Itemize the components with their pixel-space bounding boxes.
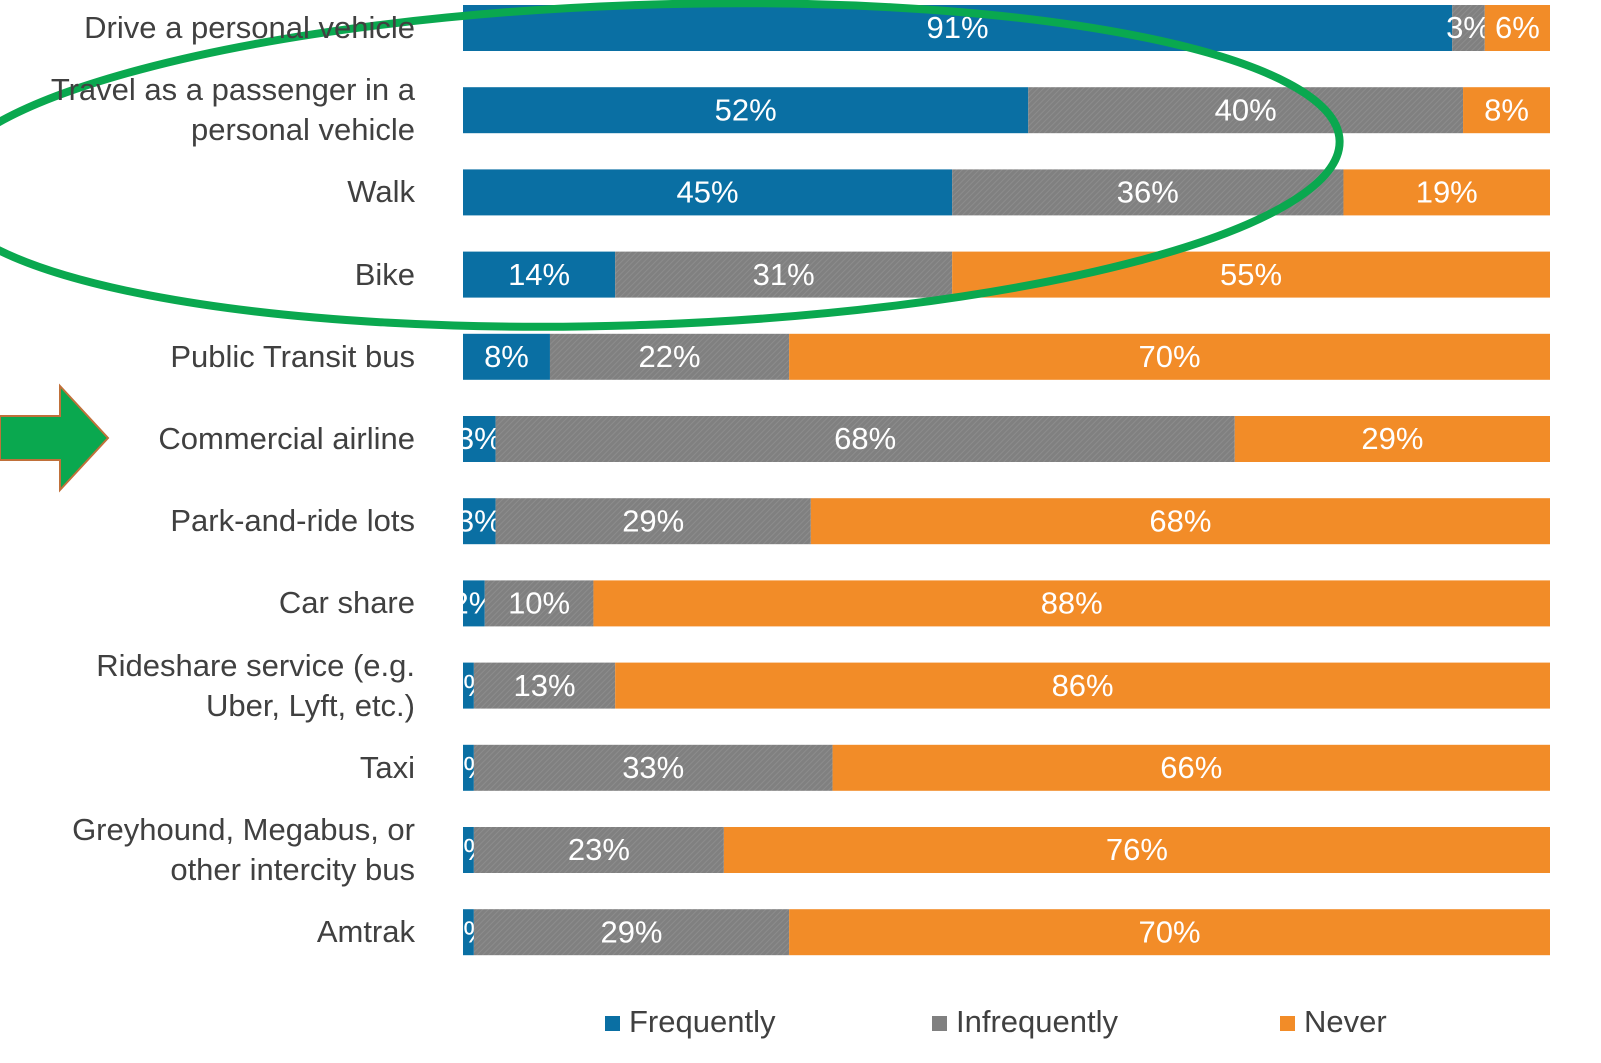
category-label: Public Transit bus (170, 338, 415, 374)
data-label: 68% (1149, 503, 1211, 538)
bar-segment (463, 169, 953, 216)
category-label: Rideshare service (e.g. Uber, Lyft, etc.… (96, 647, 415, 723)
bar-segment (463, 580, 485, 627)
bar-segment (1452, 5, 1485, 51)
data-label: 29% (600, 914, 662, 949)
bar-segment (463, 251, 616, 298)
data-label: 29% (622, 503, 684, 538)
bar-segment (789, 909, 1550, 956)
legend: Frequently Infrequently Never (605, 1004, 1387, 1039)
data-label: 33% (622, 750, 684, 785)
data-label: 88% (1041, 586, 1103, 621)
data-label: 23% (568, 832, 630, 867)
data-label: 8% (1484, 92, 1529, 127)
bar-segment (473, 744, 833, 791)
category-label: Taxi (359, 749, 415, 785)
data-label: 6% (1495, 10, 1540, 45)
bar-segment (723, 827, 1550, 873)
bar-segment (463, 498, 496, 545)
highlight-ellipse (0, 0, 1344, 331)
data-label: 52% (715, 92, 777, 127)
data-label: 10% (508, 586, 570, 621)
bar-segment (463, 909, 474, 956)
bar-segment (615, 251, 953, 298)
legend-swatch (1280, 1016, 1295, 1031)
bars: 91% 3% 6%52% 40% 8%45% 36% 19%14% 31% 55%8% 22% 70… (446, 5, 1550, 956)
highlight-arrow (0, 383, 110, 493)
bar-segment (1484, 5, 1550, 51)
bar-segment (463, 744, 474, 791)
bar-segment (952, 251, 1550, 298)
data-label: 86% (1052, 668, 1114, 703)
data-label: 8% (484, 339, 529, 374)
data-label: 29% (1361, 421, 1423, 456)
data-label: 31% (753, 257, 815, 292)
data-label: 70% (1139, 339, 1201, 374)
bar-segment (473, 662, 616, 709)
data-label: 3% (1446, 10, 1491, 45)
bar-segment (789, 333, 1550, 380)
bar-segment (463, 87, 1029, 134)
legend-swatch (605, 1016, 620, 1031)
bar-segment (1234, 416, 1550, 462)
data-label: 13% (514, 668, 576, 703)
category-label: Commercial airline (158, 421, 415, 456)
data-label: 19% (1416, 175, 1478, 210)
data-label: 14% (508, 257, 570, 292)
bar-segment (463, 333, 550, 380)
bar-segment (463, 416, 496, 462)
legend-label: Infrequently (956, 1004, 1118, 1039)
bar-segment (484, 580, 594, 627)
category-label: Amtrak (316, 914, 415, 950)
bar-segment (463, 827, 474, 873)
bar-segment (495, 416, 1235, 462)
data-label: 22% (639, 339, 701, 374)
bar-segment (1343, 169, 1550, 216)
bar-segment (1028, 87, 1464, 134)
category-label: Travel as a passenger in a personal vehi… (50, 72, 415, 148)
bar-segment (615, 662, 1550, 709)
category-label: Bike (354, 256, 415, 292)
bar-segment (593, 580, 1550, 627)
bar-segment (495, 498, 811, 545)
bar-segment (1463, 87, 1550, 134)
data-label: 36% (1117, 175, 1179, 210)
category-label: Walk (347, 174, 415, 210)
bar-segment (473, 827, 724, 873)
bar-segment (549, 333, 790, 380)
category-label: Drive a personal vehicle (84, 10, 415, 45)
category-label: Greyhound, Megabus, or other intercity b… (72, 812, 415, 887)
data-label: 3% (457, 503, 502, 538)
legend-label: Never (1304, 1004, 1387, 1039)
data-label: 45% (677, 175, 739, 210)
data-label: 66% (1160, 750, 1222, 785)
category-label: Park-and-ride lots (170, 503, 415, 539)
data-label: 3% (457, 421, 502, 456)
data-label: 76% (1106, 832, 1168, 867)
bar-segment (832, 744, 1550, 791)
data-label: 68% (834, 421, 896, 456)
data-label: 40% (1215, 92, 1277, 127)
bar-segment (810, 498, 1550, 545)
bar-segment (463, 662, 474, 709)
legend-swatch (932, 1016, 947, 1031)
bar-segment (473, 909, 790, 956)
data-label: 55% (1220, 257, 1282, 292)
category-label: Car share (278, 585, 415, 621)
data-label: 70% (1139, 914, 1201, 949)
legend-label: Frequently (629, 1004, 776, 1039)
